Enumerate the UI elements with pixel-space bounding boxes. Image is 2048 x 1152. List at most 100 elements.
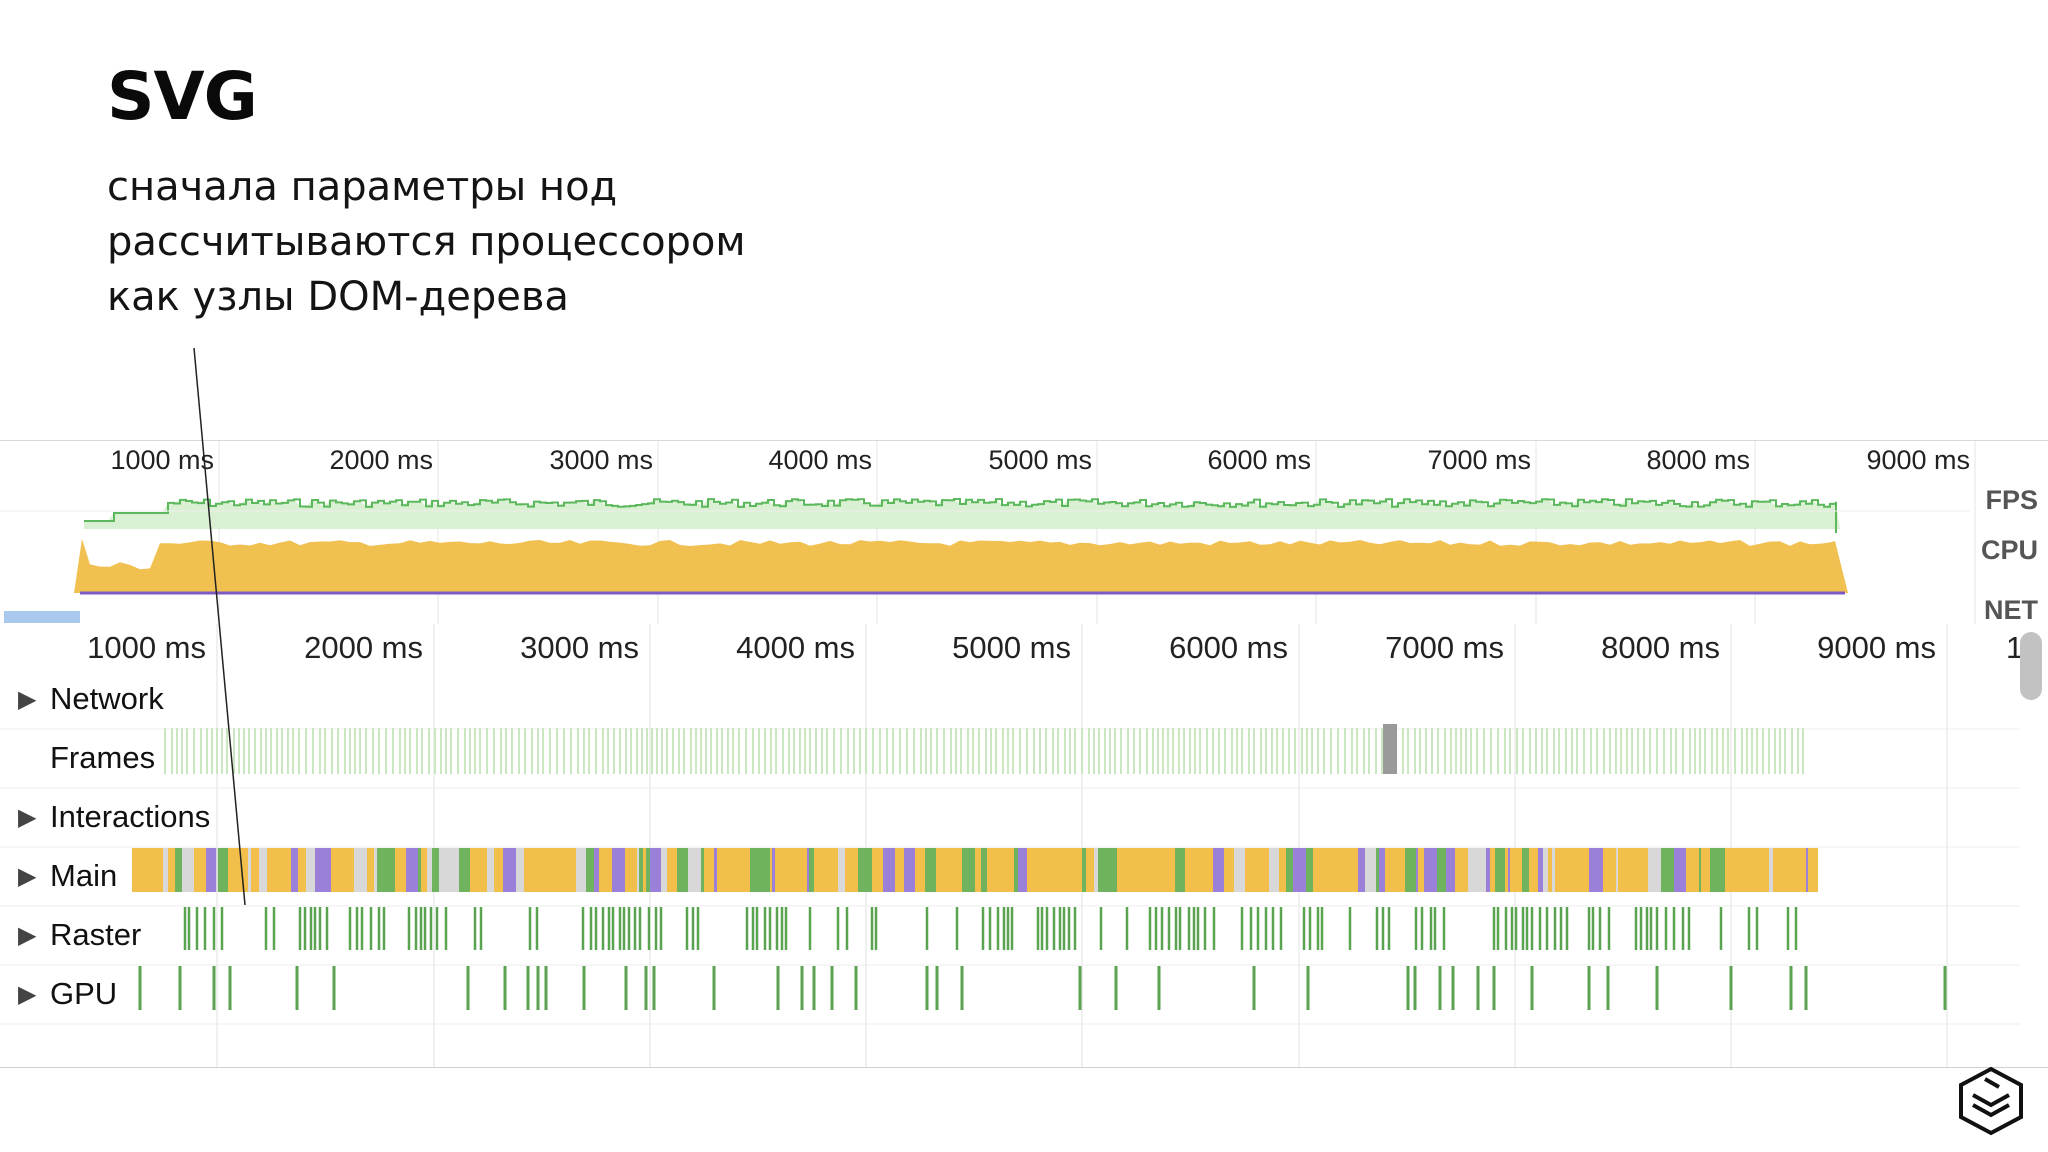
main-task [161,848,163,892]
expand-arrow-icon[interactable]: ▶ [18,981,37,1008]
expand-arrow-icon[interactable]: ▶ [18,922,37,949]
expand-arrow-icon[interactable]: ▶ [18,863,37,890]
flame-tick-cut: 1 [2006,630,2024,665]
vertical-scrollbar-thumb[interactable] [2020,632,2042,700]
main-task [1358,848,1365,892]
main-task [1058,848,1071,892]
main-task [1421,848,1424,892]
flame-tick: 4000 ms [736,630,855,665]
main-task [1198,848,1210,892]
main-task [704,848,714,892]
main-task [1742,848,1754,892]
main-task [291,848,298,892]
main-task [1286,848,1293,892]
track-raster[interactable]: ▶ Raster [0,907,2020,965]
main-task [406,848,418,892]
main-task [334,848,344,892]
main-task [1589,848,1594,892]
main-task [1618,848,1631,892]
main-task [650,848,661,892]
main-task [860,848,872,892]
track-main[interactable]: ▶ Main [0,848,2020,906]
main-task [1725,848,1729,892]
fps-area [84,499,1840,529]
main-task [318,848,329,892]
main-task [163,848,168,892]
main-task [1385,848,1395,892]
main-task [1335,848,1346,892]
track-label: Network [50,681,164,716]
track-gpu[interactable]: ▶ GPU [0,966,2020,1024]
main-task [1476,848,1486,892]
track-network[interactable]: ▶ Network [0,671,2020,729]
flame-chart[interactable]: 1000 ms 2000 ms 3000 ms 4000 ms 5000 ms … [0,624,2048,1068]
fps-label: FPS [1985,485,2038,515]
slide-body-line: сначала параметры нод [107,164,618,210]
flame-tick: 6000 ms [1169,630,1288,665]
main-task [904,848,915,892]
main-task [872,848,875,892]
expand-arrow-icon[interactable]: ▶ [18,686,37,713]
main-task [858,848,860,892]
timeline-overview[interactable]: 1000 ms 2000 ms 3000 ms 4000 ms 5000 ms … [0,440,2048,627]
flame-graph [0,624,2020,1067]
main-task [814,848,825,892]
track-interactions[interactable]: ▶ Interactions [0,789,2020,847]
overview-tick: 8000 ms [1646,445,1750,475]
main-task [1041,848,1053,892]
main-task [809,848,814,892]
main-task [1224,848,1231,892]
main-task [802,848,807,892]
main-task [950,848,962,892]
main-task [1098,848,1107,892]
main-task [470,848,474,892]
main-task [447,848,459,892]
stacked-layers-logo-icon [1959,1066,2023,1136]
main-task [315,848,318,892]
overview-tick: 5000 ms [988,445,1092,475]
main-task [1524,848,1529,892]
overview-tick: 4000 ms [768,445,872,475]
main-task [439,848,447,892]
main-task [625,848,637,892]
main-task [516,848,520,892]
main-task [494,848,503,892]
main-task [1175,848,1185,892]
track-label: Raster [50,917,142,952]
track-frames[interactable]: Frames [0,730,2020,788]
main-task [586,848,594,892]
main-task [1455,848,1468,892]
main-task [975,848,981,892]
main-task [1762,848,1769,892]
main-task [987,848,995,892]
main-task [298,848,306,892]
main-task [280,848,287,892]
main-task [883,848,895,892]
main-task [503,848,505,892]
main-task [421,848,427,892]
main-task [750,848,758,892]
main-task [432,848,439,892]
main-task [1686,848,1688,892]
main-task [743,848,750,892]
main-task [1018,848,1027,892]
main-task [778,848,789,892]
main-task [329,848,331,892]
main-task [962,848,975,892]
track-label: GPU [50,976,118,1011]
cpu-label: CPU [1980,535,2038,565]
main-task [367,848,374,892]
main-task [524,848,526,892]
main-task [981,848,987,892]
main-task [667,848,677,892]
main-task [701,848,704,892]
main-task [1446,848,1455,892]
selected-frame [1383,724,1397,774]
main-task [259,848,267,892]
expand-arrow-icon[interactable]: ▶ [18,804,37,831]
main-task [505,848,516,892]
main-task [168,848,175,892]
flame-tick: 1000 ms [87,630,206,665]
main-task [395,848,402,892]
main-task [637,848,639,892]
